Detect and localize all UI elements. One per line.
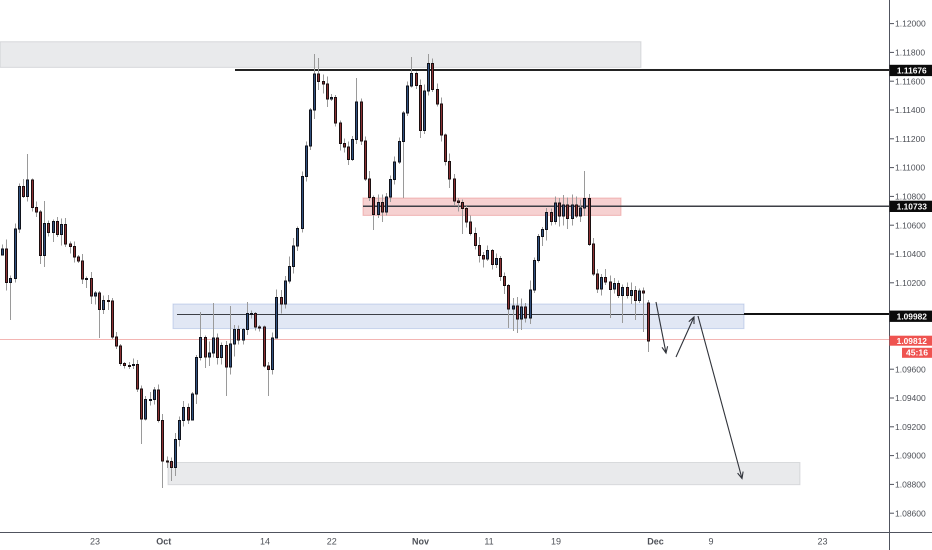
svg-text:1.09600: 1.09600 [895, 364, 926, 374]
svg-text:1.09200: 1.09200 [895, 422, 926, 432]
svg-text:1.10600: 1.10600 [895, 220, 926, 230]
svg-text:1.10800: 1.10800 [895, 192, 926, 202]
svg-text:1.09812: 1.09812 [897, 336, 928, 346]
svg-text:14: 14 [260, 537, 270, 547]
svg-text:1.10200: 1.10200 [895, 278, 926, 288]
svg-text:1.08600: 1.08600 [895, 508, 926, 518]
svg-text:23: 23 [817, 537, 827, 547]
svg-text:1.10733: 1.10733 [897, 202, 928, 212]
svg-text:1.09000: 1.09000 [895, 451, 926, 461]
svg-text:9: 9 [708, 537, 713, 547]
svg-text:1.12000: 1.12000 [895, 19, 926, 29]
svg-text:1.11400: 1.11400 [895, 105, 925, 115]
svg-text:22: 22 [327, 537, 337, 547]
svg-text:1.09400: 1.09400 [895, 393, 926, 403]
svg-text:1.08800: 1.08800 [895, 480, 926, 490]
svg-text:1.11000: 1.11000 [895, 163, 925, 173]
svg-text:1.11200: 1.11200 [895, 134, 925, 144]
svg-text:45:16: 45:16 [906, 348, 928, 358]
svg-text:1.11676: 1.11676 [897, 66, 927, 76]
svg-text:Nov: Nov [412, 537, 429, 547]
svg-text:Dec: Dec [647, 537, 664, 547]
svg-text:11: 11 [484, 537, 493, 547]
svg-text:1.09982: 1.09982 [897, 311, 928, 321]
svg-text:1.11600: 1.11600 [895, 76, 925, 86]
svg-text:1.10400: 1.10400 [895, 249, 926, 259]
svg-text:19: 19 [551, 537, 561, 547]
svg-text:1.11800: 1.11800 [895, 48, 925, 58]
svg-text:23: 23 [90, 537, 100, 547]
svg-text:Oct: Oct [156, 537, 171, 547]
